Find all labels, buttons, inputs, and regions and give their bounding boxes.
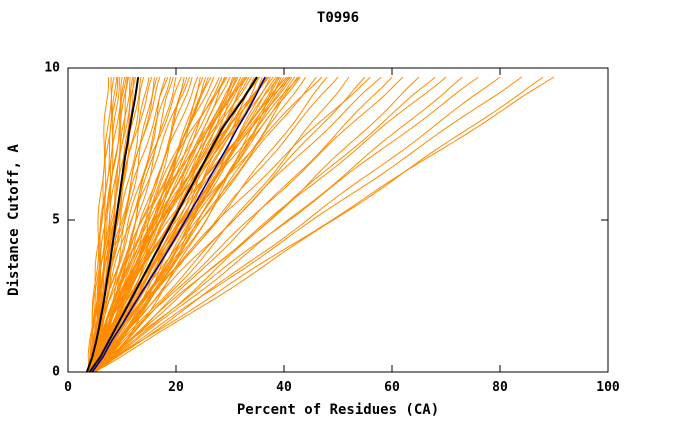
x-axis-label: Percent of Residues (CA) xyxy=(236,402,440,418)
orange-curve xyxy=(91,76,268,373)
orange-curve xyxy=(92,76,522,373)
x-tick-label: 80 xyxy=(492,380,508,395)
orange-curve xyxy=(87,76,145,373)
x-tick-label: 0 xyxy=(64,380,72,395)
orange-curve xyxy=(92,76,404,373)
x-tick-label: 40 xyxy=(276,380,292,395)
orange-curve xyxy=(94,76,447,373)
chart-title: T0996 xyxy=(316,10,360,26)
orange-curve xyxy=(93,76,278,373)
orange-curve xyxy=(90,76,382,373)
orange-curve xyxy=(94,76,259,373)
orange-curve xyxy=(95,76,501,373)
orange-curve xyxy=(90,76,248,372)
orange-curve xyxy=(89,76,153,373)
y-tick-label: 0 xyxy=(52,364,60,380)
orange-curve xyxy=(92,76,307,373)
orange-curve xyxy=(92,76,350,373)
orange-curve xyxy=(90,76,328,373)
orange-curve xyxy=(91,76,323,373)
black-curve-2 xyxy=(88,76,258,373)
orange-curve xyxy=(94,76,281,373)
orange-curve xyxy=(89,77,119,373)
y-tick-label: 10 xyxy=(44,60,60,76)
orange-curve xyxy=(90,76,246,373)
orange-curve xyxy=(94,76,317,373)
orange-curve xyxy=(89,76,161,373)
orange-curve xyxy=(92,76,555,373)
x-tick-label: 20 xyxy=(168,380,184,395)
orange-curve xyxy=(93,76,463,373)
y-axis-label: Distance Cutoff, A xyxy=(6,144,22,296)
orange-curve xyxy=(93,76,544,373)
orange-curve xyxy=(95,76,393,373)
orange-curve xyxy=(95,76,257,373)
x-tick-label: 60 xyxy=(384,380,400,395)
navy-curve xyxy=(91,76,266,373)
orange-curve xyxy=(91,76,436,373)
x-tick-label: 100 xyxy=(596,380,620,395)
orange-curve xyxy=(94,76,371,373)
black-curve-1 xyxy=(85,76,140,373)
y-tick-label: 5 xyxy=(52,212,60,228)
orange-curve xyxy=(90,76,479,373)
